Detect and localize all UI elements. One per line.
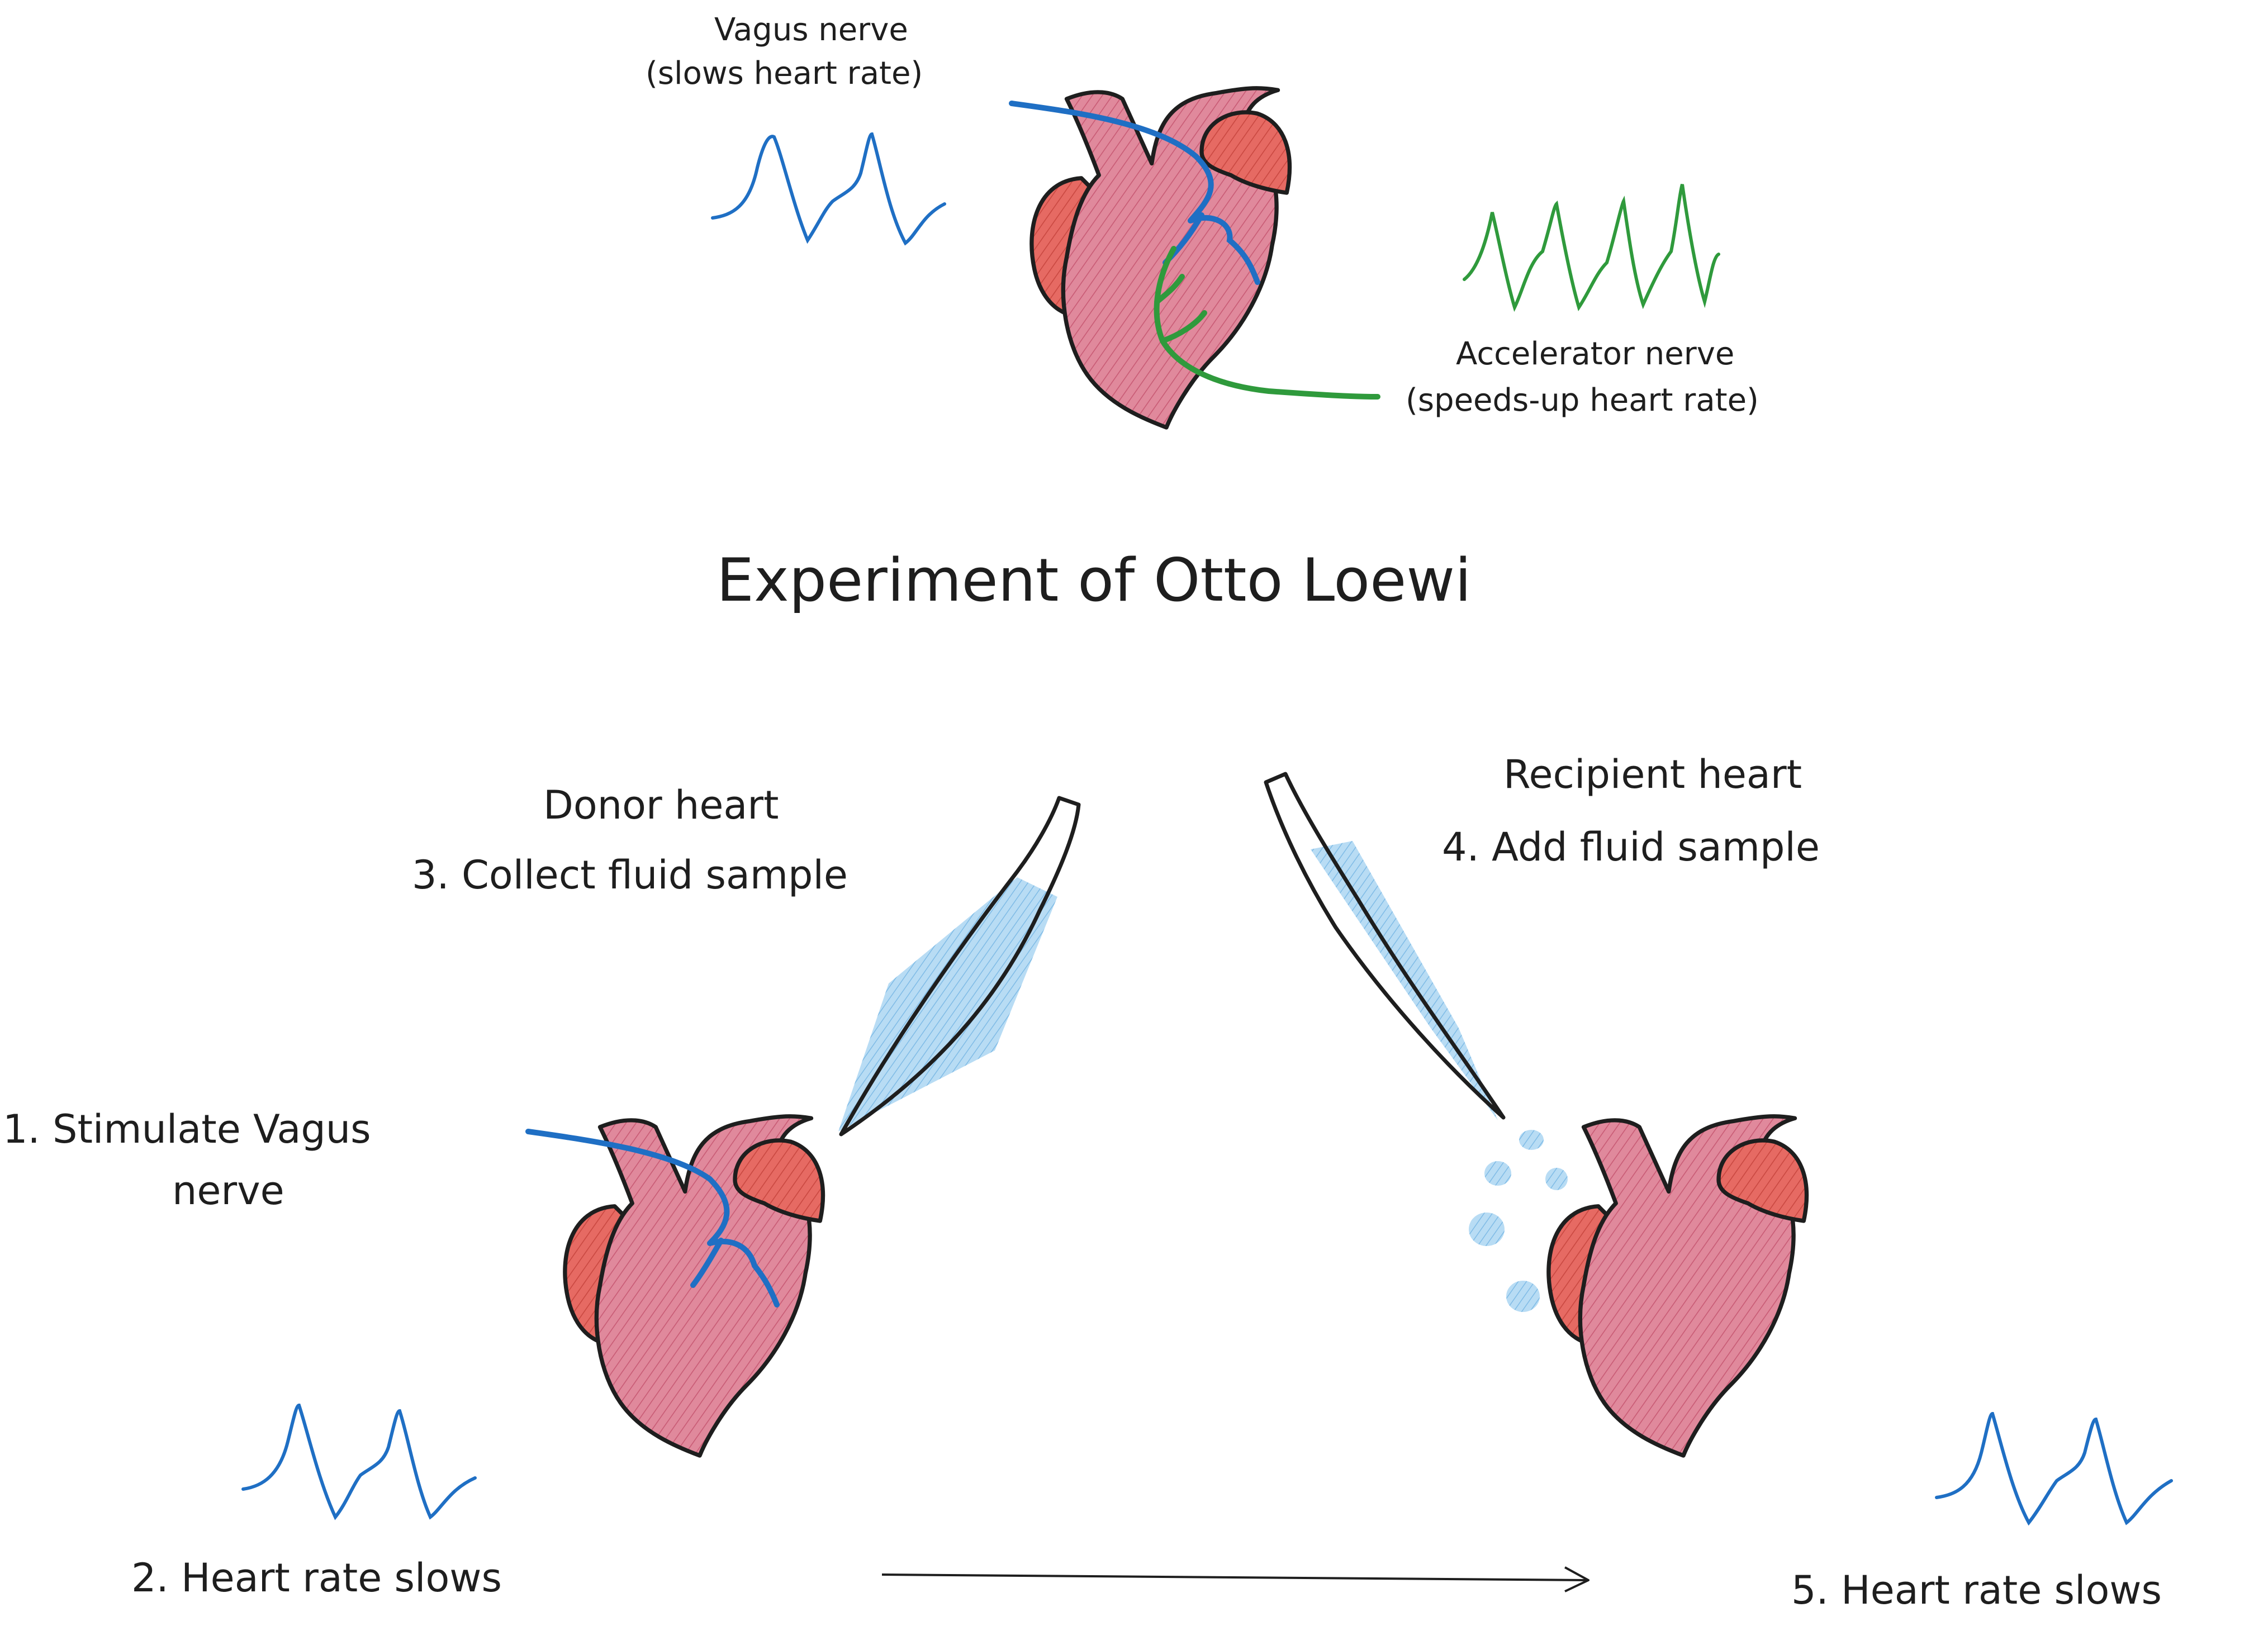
step5-label: 5. Heart rate slows [1791,1567,2162,1613]
step1-line1: 1. Stimulate Vagus [3,1106,371,1152]
diagram-title: Experiment of Otto Loewi [717,546,1472,615]
vagus-label-line1: Vagus nerve [714,12,908,48]
recipient-slow-ecg-trace [1935,1411,2173,1526]
recipient-pipette [1264,772,1506,1120]
accelerator-label-line2: (speeds-up heart rate) [1406,382,1759,419]
accelerator-nerve [1154,246,1380,400]
step3-line1: Donor heart [543,782,779,828]
donor-vagus-nerve [525,1129,780,1308]
step4-line1: Recipient heart [1503,752,1802,797]
step2-label: 2. Heart rate slows [131,1555,502,1601]
top-fast-ecg-trace [1463,184,1720,312]
top-heart [1032,88,1290,427]
transfer-arrow [881,1566,1590,1592]
fluid-droplets [1469,1130,1568,1312]
recipient-heart [1549,1116,1807,1456]
donor-pipette [838,796,1081,1137]
step3-line2: 3. Collect fluid sample [412,852,848,898]
top-slow-ecg-trace [711,132,946,246]
vagus-label-line2: (slows heart rate) [646,55,923,92]
step4-line2: 4. Add fluid sample [1442,824,1820,870]
donor-slow-ecg-trace [241,1403,477,1520]
accelerator-label-line1: Accelerator nerve [1456,336,1734,372]
step1-line2: nerve [172,1168,284,1214]
